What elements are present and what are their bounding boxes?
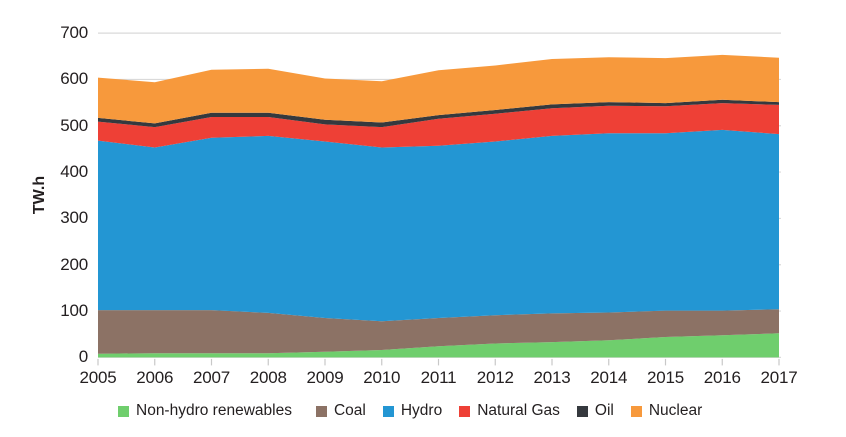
area-nuclear bbox=[98, 54, 779, 124]
x-tick-label-2006: 2006 bbox=[136, 368, 174, 387]
x-tick-label-2015: 2015 bbox=[646, 368, 685, 387]
y-tick-label-400: 400 bbox=[60, 162, 88, 182]
legend-swatch-non-hydro-renewables bbox=[118, 405, 129, 417]
x-tick-label-2010: 2010 bbox=[363, 368, 401, 387]
area-natural-gas bbox=[98, 103, 779, 148]
area-hydro bbox=[98, 129, 779, 322]
x-tick-label-2017: 2017 bbox=[760, 368, 798, 387]
legend-item-hydro: Hydro bbox=[382, 402, 443, 419]
y-tick-label-0: 0 bbox=[78, 347, 88, 367]
y-tick-label-300: 300 bbox=[60, 208, 88, 228]
x-tick-label-2005: 2005 bbox=[79, 368, 117, 387]
legend-label-natural-gas: Natural Gas bbox=[477, 402, 560, 419]
legend-item-coal: Coal bbox=[315, 402, 366, 419]
legend-label-coal: Coal bbox=[333, 402, 366, 419]
legend-item-natural-gas: Natural Gas bbox=[459, 403, 560, 419]
area-oil bbox=[98, 99, 779, 128]
legend-swatch-natural-gas bbox=[459, 405, 471, 417]
legend-swatch-oil bbox=[576, 405, 588, 417]
x-tick-label-2008: 2008 bbox=[249, 368, 287, 387]
legend-item-oil: Oil bbox=[576, 402, 614, 419]
legend-item-nuclear: Nuclear bbox=[630, 402, 703, 419]
legend-label-hydro: Hydro bbox=[400, 402, 443, 419]
x-tick-label-2007: 2007 bbox=[192, 368, 231, 387]
x-tick-label-2012: 2012 bbox=[476, 368, 514, 387]
legend-item-non-hydro-renewables: Non-hydro renewables bbox=[118, 403, 292, 419]
x-tick-label-2013: 2013 bbox=[533, 368, 571, 387]
y-tick-label-700: 700 bbox=[60, 23, 88, 43]
legend-label-oil: Oil bbox=[594, 402, 614, 419]
legend-swatch-nuclear bbox=[630, 405, 642, 417]
x-tick-label-2016: 2016 bbox=[703, 368, 741, 387]
y-tick-label-200: 200 bbox=[60, 254, 88, 274]
legend: Non-hydro renewables Coal Hydro Natural Gas… bbox=[118, 403, 702, 419]
legend-swatch-coal bbox=[315, 405, 327, 417]
legend-label-nuclear: Nuclear bbox=[648, 402, 703, 419]
y-tick-label-600: 600 bbox=[60, 69, 88, 89]
legend-label-non-hydro-renewables: Non-hydro renewables bbox=[136, 402, 292, 419]
x-tick-label-2009: 2009 bbox=[306, 368, 344, 387]
y-tick-label-500: 500 bbox=[60, 115, 88, 135]
y-tick-label-100: 100 bbox=[60, 301, 88, 321]
x-tick-label-2014: 2014 bbox=[590, 368, 628, 387]
area-coal bbox=[98, 309, 779, 354]
y-axis-title: TW.h bbox=[31, 175, 48, 215]
x-tick-label-2011: 2011 bbox=[420, 368, 457, 387]
area-non-hydro-renewables bbox=[98, 333, 779, 358]
legend-swatch-hydro bbox=[382, 405, 394, 417]
